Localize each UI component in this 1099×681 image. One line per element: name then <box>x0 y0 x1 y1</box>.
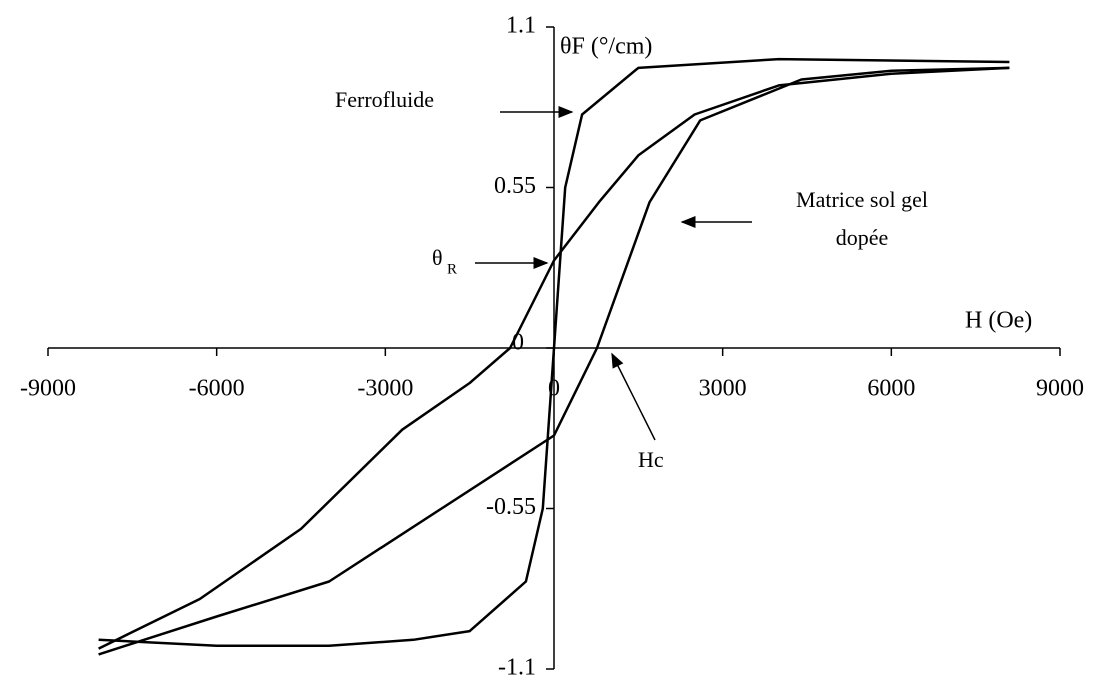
plot: -9000 -6000 -3000 0 3000 6000 9000-1.1-0.5500.… <box>20 13 1084 681</box>
line-series <box>98 66 1010 650</box>
y-tick-label: 1.1 <box>506 13 536 39</box>
annotation: dopée <box>836 225 889 250</box>
annotation: Hc <box>638 447 664 472</box>
x-tick-label: 3000 <box>699 376 747 402</box>
arrow <box>611 352 656 441</box>
x-tick-label: -6000 <box>189 376 245 402</box>
line-series <box>98 57 1010 647</box>
y-tick-label: -0.55 <box>486 494 536 520</box>
y-axis-label: θF (°/cm) <box>560 34 652 60</box>
annotation-subscript: R <box>447 261 457 277</box>
y-tick-label: 0.55 <box>494 173 536 199</box>
annotation: Ferrofluide <box>335 87 434 112</box>
x-tick-label: 6000 <box>867 376 915 402</box>
x-tick-label: 9000 <box>1036 376 1084 402</box>
x-axis-label: H (Oe) <box>965 308 1032 334</box>
line-series <box>98 66 1010 656</box>
annotation: θ <box>432 245 443 270</box>
x-tick-label: -9000 <box>20 376 76 402</box>
x-tick-label: -3000 <box>357 376 413 402</box>
y-tick-label: -1.1 <box>498 655 536 681</box>
annotation: Matrice sol gel <box>796 187 928 212</box>
